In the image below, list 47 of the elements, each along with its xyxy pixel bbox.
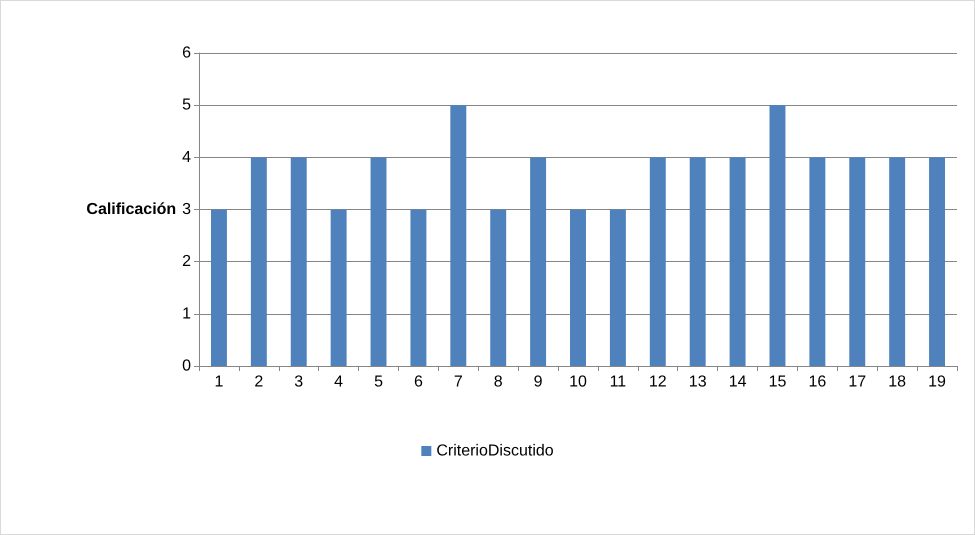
legend-label: CriterioDiscutido bbox=[436, 442, 554, 460]
bar bbox=[330, 210, 347, 366]
x-tick-label: 13 bbox=[688, 374, 707, 390]
bar bbox=[290, 157, 307, 366]
bar bbox=[769, 105, 786, 366]
y-tick-label: 3 bbox=[182, 201, 192, 218]
y-axis-title: Calificación bbox=[86, 201, 176, 218]
y-tick-label: 6 bbox=[182, 44, 192, 62]
x-tick-label: 4 bbox=[334, 374, 344, 390]
x-tick-label: 7 bbox=[454, 374, 463, 390]
x-tick-label: 10 bbox=[569, 374, 587, 390]
y-tick-label: 4 bbox=[182, 148, 192, 166]
x-tick-label: 1 bbox=[214, 374, 224, 390]
y-tick-label: 0 bbox=[182, 358, 192, 374]
x-tick-label: 9 bbox=[534, 374, 543, 390]
bar bbox=[370, 157, 387, 366]
bar bbox=[610, 210, 626, 366]
bar bbox=[929, 157, 946, 366]
bar bbox=[849, 157, 866, 366]
x-tick-label: 18 bbox=[888, 374, 906, 390]
y-tick-label: 1 bbox=[182, 305, 192, 322]
x-tick-label: 6 bbox=[414, 374, 423, 390]
x-tick-label: 12 bbox=[648, 374, 667, 390]
x-tick-label: 14 bbox=[728, 374, 747, 390]
bar bbox=[690, 157, 706, 366]
bar bbox=[809, 157, 826, 366]
x-tick-label: 3 bbox=[294, 374, 304, 390]
bar bbox=[490, 210, 506, 366]
bar bbox=[650, 157, 666, 366]
x-tick-label: 8 bbox=[494, 374, 503, 390]
y-tick-label: 5 bbox=[182, 96, 192, 114]
bar bbox=[450, 105, 466, 366]
bar bbox=[210, 210, 227, 366]
x-tick-label: 19 bbox=[928, 374, 946, 390]
x-tick-label: 16 bbox=[808, 374, 826, 390]
y-tick-label: 2 bbox=[182, 253, 192, 270]
x-tick-label: 17 bbox=[848, 374, 866, 390]
x-tick-label: 15 bbox=[768, 374, 786, 390]
bar bbox=[410, 210, 426, 366]
bar bbox=[250, 157, 267, 366]
bar bbox=[889, 157, 906, 366]
bar bbox=[570, 210, 586, 366]
x-tick-label: 5 bbox=[374, 374, 384, 390]
x-tick-label: 11 bbox=[610, 374, 626, 390]
bar bbox=[530, 157, 546, 366]
bar bbox=[730, 157, 746, 366]
x-tick-label: 2 bbox=[254, 374, 264, 390]
